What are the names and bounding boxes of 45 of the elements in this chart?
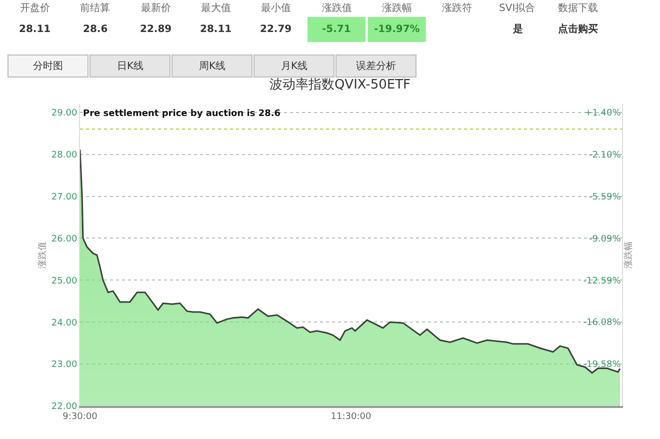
text: 数据下载 [558,2,598,14]
text: 28.6 [83,24,108,35]
y-tick-label: 26.00 [51,234,78,244]
ref-line-label: Pre settlement price by auction is 28.6 [83,109,281,119]
y2-tick-label: +1.40% [584,108,622,119]
y-tick-label: 25.00 [51,276,78,286]
y2-tick-label: -19.58% [583,360,622,370]
text: -19.97% [374,24,420,35]
text: 涨跌符 [442,2,472,14]
text: 周K线 [199,60,226,72]
text: 涨跌幅 [382,2,412,14]
text: 最大值 [201,2,231,14]
text: SVI拟合 [499,2,536,14]
text: 误差分析 [356,60,396,72]
x-tick-label: 9:30:00 [62,412,98,422]
text: 日K线 [117,60,144,72]
text: 是 [512,23,523,35]
text: -5.71 [322,24,351,35]
chart-title: 波动率指数QVIX-50ETF [269,76,411,93]
y-tick-label: 29.00 [51,108,78,119]
y2-tick-label: -12.59% [583,276,622,286]
y2-tick-label: -16.08% [583,318,622,328]
text: 最新价 [141,2,171,14]
text: 前结算 [80,2,110,14]
y-axis-title: 涨跌值 [36,242,48,268]
text: 最小值 [261,2,291,14]
y2-tick-label: -2.10% [588,150,622,161]
y-tick-label: 23.00 [51,360,78,370]
y-tick-label: 24.00 [51,318,78,328]
text: 22.79 [260,24,292,35]
text: 开盘价 [20,2,50,14]
text: 涨跌值 [322,2,352,14]
y2-tick-label: -9.09% [588,234,622,244]
y-tick-label: 28.00 [51,150,78,160]
y-tick-label: 27.00 [51,192,78,202]
y2-axis-title: 涨跌幅 [623,242,634,268]
y-tick-label: 22.00 [51,402,78,412]
text: 22.89 [140,24,172,35]
text: 月K线 [281,60,308,72]
x-tick-label: 11:30:00 [330,412,372,422]
text: 点击购买 [558,23,598,35]
text: 分时图 [33,60,63,72]
y2-tick-label: -5.59% [588,192,622,202]
text: 28.11 [200,24,232,35]
text: 28.11 [19,24,51,35]
